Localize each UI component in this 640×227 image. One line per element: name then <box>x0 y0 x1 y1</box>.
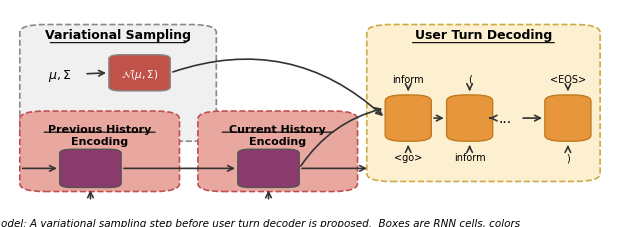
Text: Previous History
Encoding: Previous History Encoding <box>48 125 151 146</box>
Text: $\mathcal{N}(\mu,\Sigma)$: $\mathcal{N}(\mu,\Sigma)$ <box>121 67 158 81</box>
FancyBboxPatch shape <box>198 111 358 192</box>
Text: User Turn Decoding: User Turn Decoding <box>415 29 552 42</box>
FancyBboxPatch shape <box>447 96 493 142</box>
Text: inform: inform <box>454 153 486 163</box>
Text: (: ( <box>468 74 472 84</box>
Text: ...: ... <box>499 112 511 126</box>
Text: inform: inform <box>392 74 424 84</box>
FancyBboxPatch shape <box>60 150 121 188</box>
Text: <go>: <go> <box>394 153 422 163</box>
FancyBboxPatch shape <box>109 55 170 91</box>
Text: <EOS>: <EOS> <box>550 74 586 84</box>
FancyBboxPatch shape <box>20 25 216 142</box>
Text: $\mu, \Sigma$: $\mu, \Sigma$ <box>48 67 72 84</box>
FancyBboxPatch shape <box>238 150 300 188</box>
Text: odel: A variational sampling step before user turn decoder is proposed.  Boxes a: odel: A variational sampling step before… <box>1 218 520 227</box>
FancyBboxPatch shape <box>367 25 600 182</box>
FancyBboxPatch shape <box>385 96 431 142</box>
Text: Current History
Encoding: Current History Encoding <box>229 125 326 146</box>
Text: ): ) <box>566 153 570 163</box>
FancyBboxPatch shape <box>545 96 591 142</box>
FancyBboxPatch shape <box>20 111 179 192</box>
Text: Variational Sampling: Variational Sampling <box>45 29 191 42</box>
